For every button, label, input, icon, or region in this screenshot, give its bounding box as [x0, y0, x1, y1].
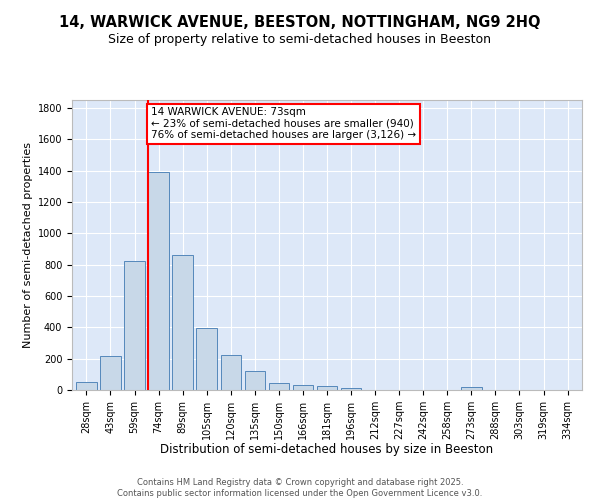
Bar	[172, 255, 193, 390]
X-axis label: Distribution of semi-detached houses by size in Beeston: Distribution of semi-detached houses by …	[160, 444, 494, 456]
Bar	[148, 172, 169, 390]
Bar	[245, 371, 265, 390]
Text: 14, WARWICK AVENUE, BEESTON, NOTTINGHAM, NG9 2HQ: 14, WARWICK AVENUE, BEESTON, NOTTINGHAM,…	[59, 15, 541, 30]
Text: 14 WARWICK AVENUE: 73sqm
← 23% of semi-detached houses are smaller (940)
76% of : 14 WARWICK AVENUE: 73sqm ← 23% of semi-d…	[151, 108, 416, 140]
Bar	[269, 383, 289, 390]
Bar	[124, 260, 145, 390]
Bar	[196, 328, 217, 390]
Bar	[341, 388, 361, 390]
Bar	[221, 354, 241, 390]
Bar	[293, 386, 313, 390]
Text: Contains HM Land Registry data © Crown copyright and database right 2025.
Contai: Contains HM Land Registry data © Crown c…	[118, 478, 482, 498]
Bar	[461, 387, 482, 390]
Y-axis label: Number of semi-detached properties: Number of semi-detached properties	[23, 142, 34, 348]
Bar	[317, 386, 337, 390]
Text: Size of property relative to semi-detached houses in Beeston: Size of property relative to semi-detach…	[109, 32, 491, 46]
Bar	[76, 382, 97, 390]
Bar	[100, 356, 121, 390]
